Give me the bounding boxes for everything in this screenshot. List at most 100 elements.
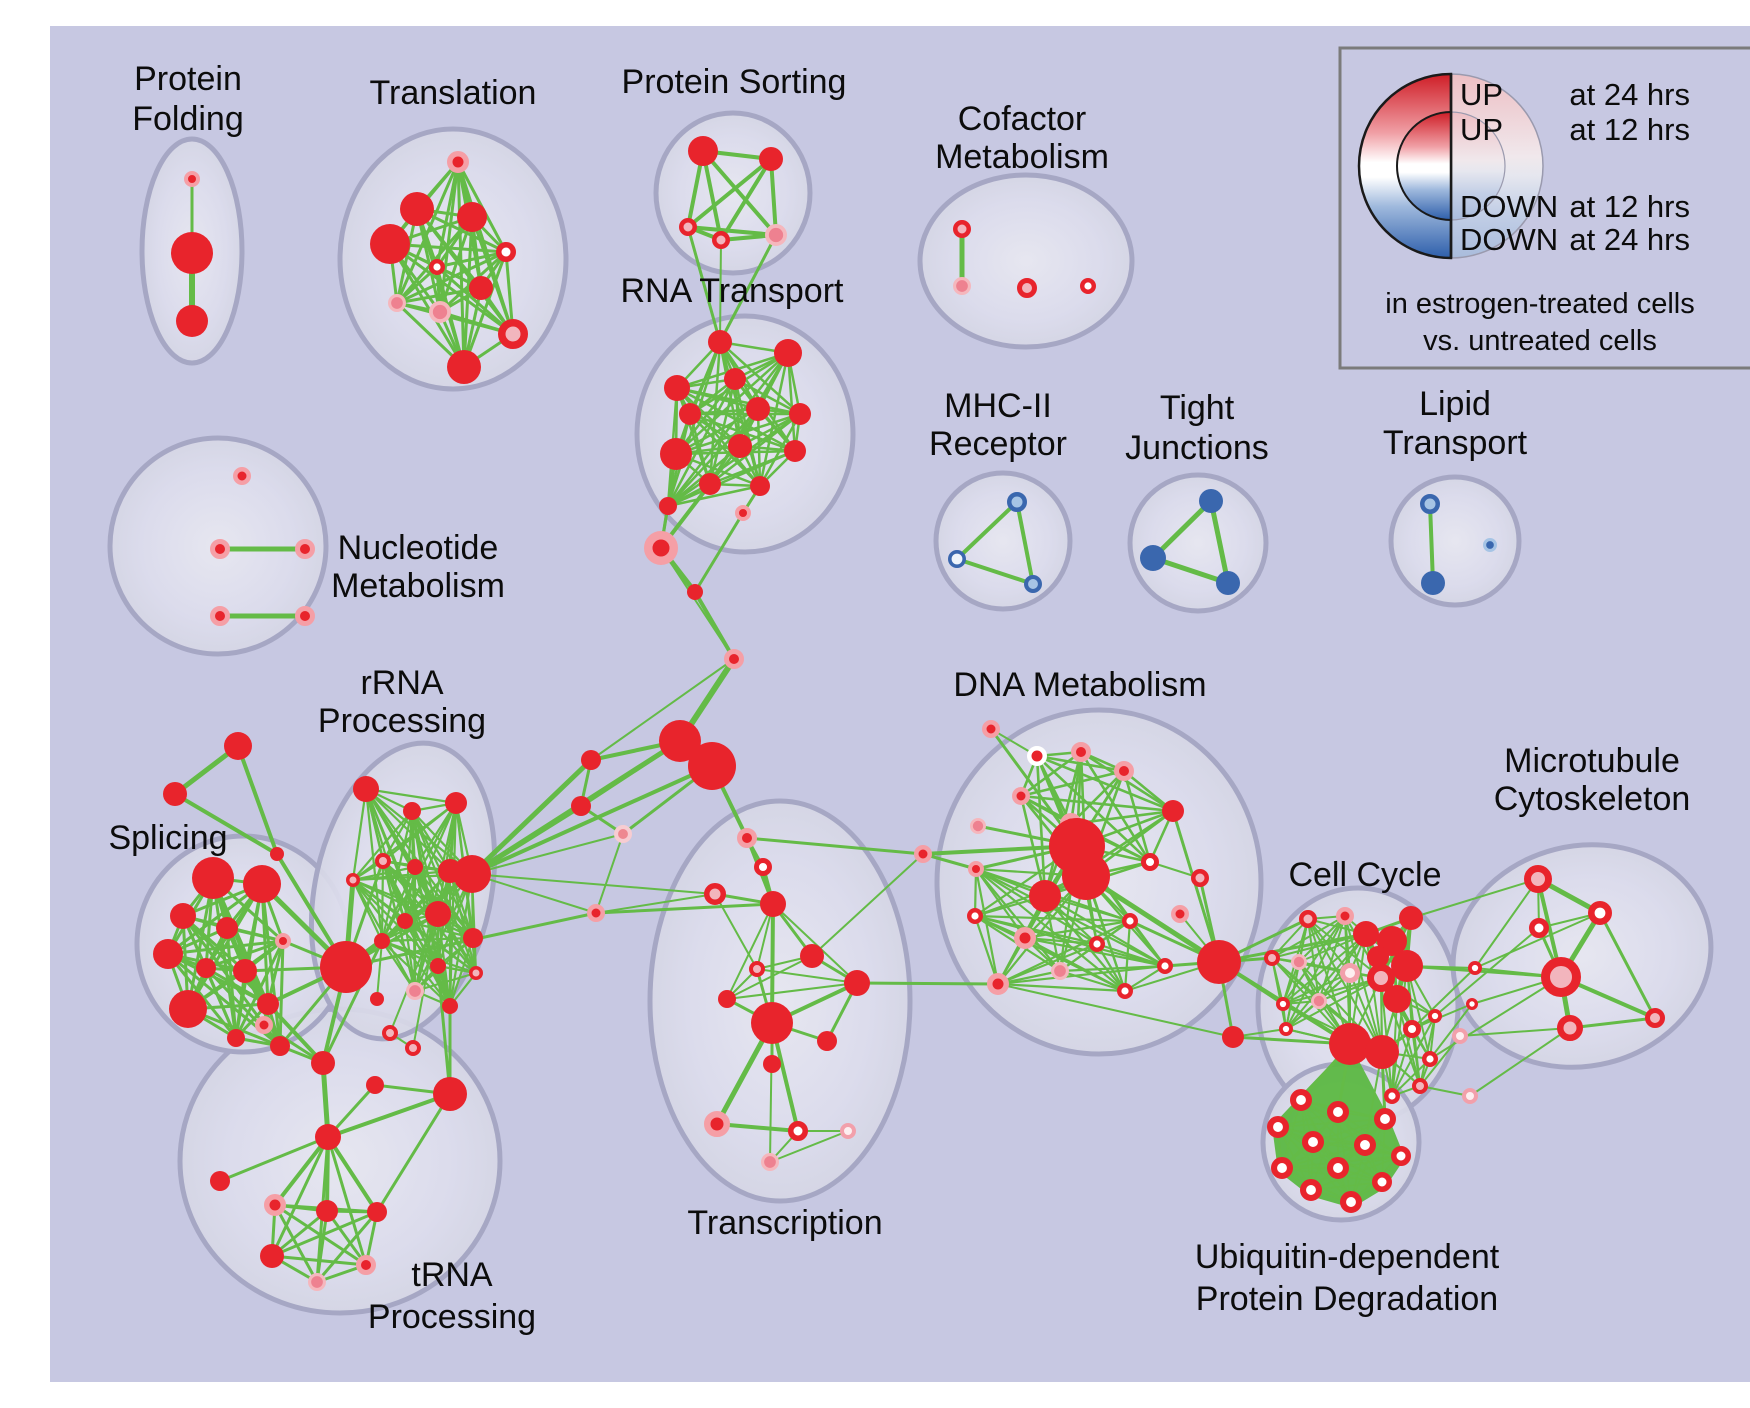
- node-sp2: [170, 903, 196, 929]
- edge: [855, 981, 1000, 986]
- node-a1: [311, 1051, 335, 1075]
- node-a2: [366, 1076, 384, 1094]
- edge: [693, 511, 745, 594]
- cluster-bubble-mhc-ii-receptor: [933, 470, 1073, 612]
- edge: [997, 983, 1234, 1038]
- edge: [471, 833, 624, 875]
- node-sp6: [196, 958, 216, 978]
- node-a11: [308, 1272, 327, 1291]
- cluster-bubble-transcription: [647, 798, 913, 1204]
- edge: [266, 1002, 325, 1065]
- node-o2: [270, 847, 284, 861]
- node-t10: [447, 350, 481, 384]
- edge: [1217, 932, 1368, 964]
- node-k11: [1399, 906, 1423, 930]
- legend-time-2: at 12 hrs: [1569, 189, 1690, 224]
- edge: [351, 801, 458, 882]
- edge: [769, 1130, 849, 1163]
- edge: [1079, 750, 1152, 864]
- edge: [1150, 498, 1214, 561]
- node-r6: [789, 403, 811, 425]
- node-d0: [1027, 746, 1047, 766]
- edge: [173, 792, 279, 856]
- node-pf0: [184, 171, 200, 187]
- node-k19: [1421, 1050, 1438, 1067]
- edge: [389, 913, 439, 1034]
- node-u2: [1529, 918, 1549, 938]
- node-d3: [1012, 787, 1030, 805]
- node-sp11: [270, 1036, 290, 1056]
- edge: [1474, 878, 1539, 969]
- cluster-label-dna-metabolism-0: DNA Metabolism: [953, 666, 1206, 704]
- edge: [719, 157, 773, 242]
- edge: [974, 867, 1167, 968]
- edge: [1023, 936, 1167, 968]
- node-d21: [987, 973, 1009, 995]
- node-k8: [1367, 964, 1395, 992]
- node-u0: [1524, 865, 1552, 893]
- edge: [1023, 936, 1127, 993]
- node-t3: [370, 224, 410, 264]
- node-r8: [728, 434, 752, 458]
- edge: [660, 547, 735, 660]
- edge: [666, 377, 737, 508]
- edge: [921, 852, 978, 871]
- edge: [326, 1092, 452, 1139]
- node-k1: [1336, 907, 1354, 925]
- node-m3: [210, 606, 230, 626]
- edge: [273, 1203, 319, 1284]
- edge: [686, 225, 778, 237]
- edge: [1035, 754, 1175, 813]
- edge: [1434, 927, 1540, 1017]
- edge: [1410, 878, 1539, 919]
- edge: [462, 215, 474, 369]
- node-r3: [724, 368, 746, 390]
- node-t5: [429, 258, 446, 275]
- edge: [403, 801, 458, 923]
- node-a4: [315, 1124, 341, 1150]
- cluster-label-nucleotide-metabolism-1: Metabolism: [331, 567, 505, 605]
- edge: [1128, 919, 1167, 968]
- node-a10: [356, 1255, 376, 1275]
- node-s3: [712, 231, 730, 249]
- node-tr1: [704, 883, 726, 905]
- node-tr13: [800, 944, 824, 968]
- node-d13: [1191, 869, 1209, 887]
- node-tr6: [844, 970, 870, 996]
- node-d1: [1071, 742, 1091, 762]
- edge: [1307, 918, 1382, 979]
- edge: [996, 919, 1132, 986]
- edge: [270, 1210, 379, 1258]
- node-d7: [914, 845, 932, 863]
- node-g5: [587, 904, 605, 922]
- edge: [1459, 1027, 1571, 1037]
- edge: [974, 867, 1127, 993]
- node-d20: [1156, 958, 1173, 975]
- node-d11: [1029, 880, 1061, 912]
- edge: [435, 250, 508, 269]
- edge: [726, 955, 813, 1000]
- node-d4: [970, 818, 987, 835]
- node-k14: [1383, 985, 1411, 1013]
- cluster-label-mhc-ii-receptor-1: Receptor: [929, 425, 1067, 463]
- node-k23: [1462, 1088, 1478, 1104]
- node-r1: [774, 339, 802, 367]
- legend-footer-1: vs. untreated cells: [1423, 325, 1657, 357]
- node-r7: [660, 438, 692, 470]
- node-m2: [295, 539, 315, 559]
- node-pf1: [171, 232, 213, 274]
- edge: [974, 867, 1062, 973]
- edge: [1419, 1035, 1461, 1087]
- cluster-label-nucleotide-metabolism-0: Nucleotide: [338, 529, 499, 567]
- node-u8: [1452, 1028, 1468, 1044]
- edge: [204, 939, 285, 970]
- edge: [1474, 912, 1601, 969]
- edge: [412, 913, 439, 1049]
- node-rr3: [375, 853, 391, 869]
- node-u6: [1468, 960, 1483, 975]
- node-k0: [1299, 910, 1317, 928]
- node-rr9: [374, 933, 390, 949]
- edge: [686, 225, 722, 344]
- node-k4: [1340, 963, 1360, 983]
- edge: [1281, 1144, 1366, 1169]
